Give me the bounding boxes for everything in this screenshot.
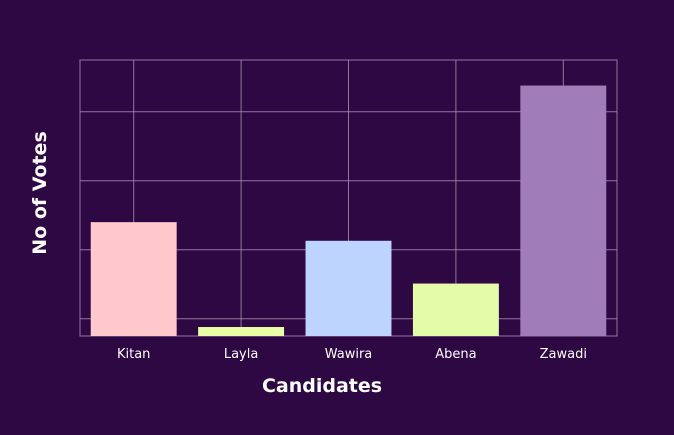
bar-wawira — [305, 240, 392, 336]
x-tick-label: Zawadi — [540, 347, 587, 362]
x-tick-label: Kitan — [117, 347, 150, 362]
bars — [90, 85, 607, 336]
bar-layla — [198, 327, 285, 336]
y-axis-title: No of Votes — [29, 131, 51, 255]
bar-zawadi — [520, 85, 607, 336]
x-axis-title: Candidates — [262, 375, 382, 397]
x-tick-label: Wawira — [325, 347, 373, 362]
x-tick-label: Abena — [435, 347, 476, 362]
x-tick-label: Layla — [224, 347, 258, 362]
x-tick-labels: Kitan Layla Wawira Abena Zawadi — [117, 347, 587, 362]
bar-kitan — [90, 222, 177, 336]
bar-abena — [412, 283, 499, 336]
